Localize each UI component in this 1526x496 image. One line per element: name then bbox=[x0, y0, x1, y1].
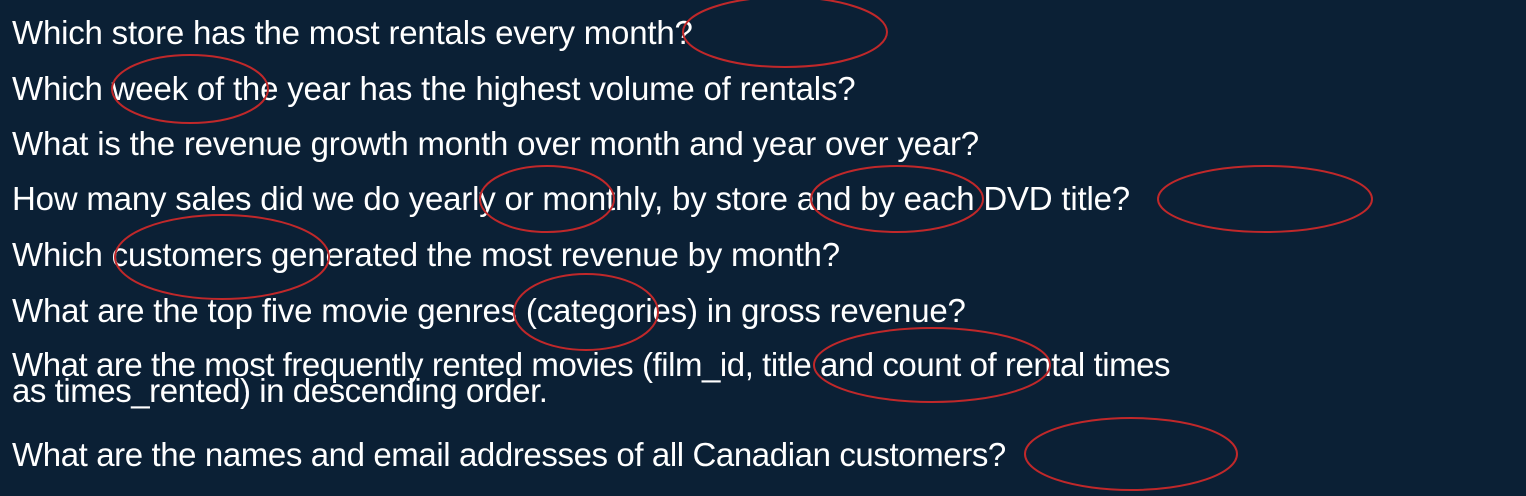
question-4: How many sales did we do yearly or month… bbox=[12, 180, 1130, 217]
circle-month bbox=[682, 0, 888, 68]
question-7-line-2: as times_rented) in descending order. bbox=[12, 372, 548, 409]
question-8: What are the names and email addresses o… bbox=[12, 436, 1006, 473]
question-2: Which week of the year has the highest v… bbox=[12, 70, 856, 107]
question-6: What are the top five movie genres (cate… bbox=[12, 292, 966, 329]
question-3: What is the revenue growth month over mo… bbox=[12, 125, 979, 162]
question-5: Which customers generated the most reven… bbox=[12, 236, 840, 273]
circle-dvd-title bbox=[1157, 165, 1373, 233]
question-7: What are the most frequently rented movi… bbox=[12, 348, 1522, 409]
circle-customers-2 bbox=[1024, 417, 1238, 491]
question-1: Which store has the most rentals every m… bbox=[12, 14, 693, 51]
